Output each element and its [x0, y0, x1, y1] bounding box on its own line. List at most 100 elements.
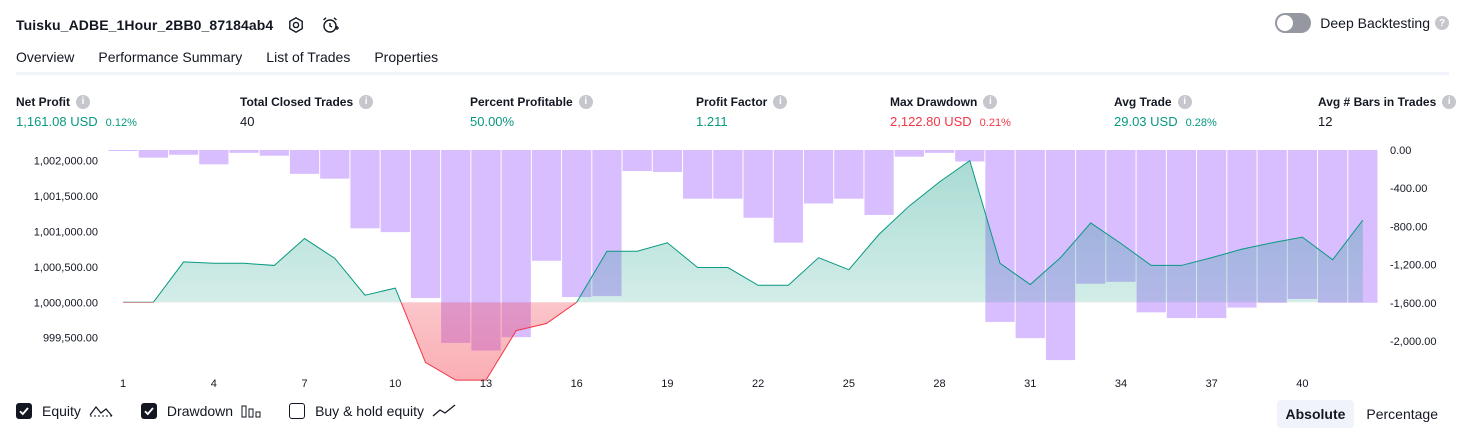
legend-equity-label: Equity	[42, 403, 81, 419]
add-alert-icon[interactable]	[319, 14, 341, 36]
x-axis-tick: 34	[1115, 378, 1127, 390]
info-icon[interactable]: i	[983, 95, 997, 109]
x-axis-tick: 13	[480, 378, 492, 390]
info-icon[interactable]: i	[76, 95, 90, 109]
drawdown-bar	[653, 150, 682, 172]
metric-avg-bars-in-trades: Avg # Bars in Trades i 12	[1318, 93, 1456, 130]
percentage-button[interactable]: Percentage	[1357, 400, 1447, 428]
legend-buy-hold-label: Buy & hold equity	[315, 403, 424, 419]
metric-label: Percent Profitable	[470, 95, 573, 109]
right-axis-tick: -400.00	[1390, 183, 1427, 195]
x-axis-tick: 4	[211, 378, 217, 390]
drawdown-bar	[169, 150, 198, 155]
x-axis-tick: 37	[1206, 378, 1218, 390]
drawdown-bar	[260, 150, 289, 156]
drawdown-bar	[804, 150, 833, 203]
legend-drawdown-label: Drawdown	[167, 403, 233, 419]
info-icon[interactable]: i	[579, 95, 593, 109]
strategy-header: Tuisku_ADBE_1Hour_2BB0_87184ab4	[16, 12, 341, 38]
drawdown-bar	[864, 150, 893, 215]
tab-bar: Overview Performance Summary List of Tra…	[16, 44, 462, 75]
drawdown-bar	[199, 150, 228, 164]
buy-hold-checkbox[interactable]	[289, 403, 305, 419]
info-icon[interactable]: i	[1442, 95, 1456, 109]
absolute-button[interactable]: Absolute	[1277, 400, 1355, 428]
drawdown-bar	[381, 150, 410, 232]
metric-label: Avg Trade	[1114, 95, 1172, 109]
metric-total-closed-trades: Total Closed Trades i 40	[240, 93, 373, 130]
drawdown-bar	[744, 150, 773, 218]
right-axis-tick: -1,200.00	[1390, 260, 1436, 272]
drawdown-bar	[623, 150, 652, 171]
metric-percent: 0.21%	[980, 117, 1011, 129]
drawdown-bar	[532, 150, 561, 261]
x-axis-tick: 16	[571, 378, 583, 390]
drawdown-bar	[683, 150, 712, 199]
left-axis-tick: 1,000,000.00	[34, 297, 98, 309]
metric-net-profit: Net Profit i 1,161.08 USD 0.12%	[16, 93, 137, 130]
drawdown-checkbox[interactable]	[141, 403, 157, 419]
drawdown-bar	[320, 150, 349, 179]
tab-list-of-trades[interactable]: List of Trades	[266, 44, 350, 72]
drawdown-bar	[562, 150, 591, 297]
tab-performance-summary[interactable]: Performance Summary	[98, 44, 242, 72]
drawdown-bar	[139, 150, 168, 158]
scale-mode-switch: Absolute Percentage	[1274, 400, 1448, 428]
metric-label: Avg # Bars in Trades	[1318, 95, 1436, 109]
info-icon[interactable]: i	[359, 95, 373, 109]
strategy-name: Tuisku_ADBE_1Hour_2BB0_87184ab4	[16, 17, 273, 33]
tab-properties[interactable]: Properties	[374, 44, 438, 72]
metric-avg-trade: Avg Trade i 29.03 USD 0.28%	[1114, 93, 1217, 130]
left-axis-tick: 1,001,500.00	[34, 191, 98, 203]
legend-equity[interactable]: Equity	[16, 403, 113, 419]
help-icon[interactable]: ?	[1435, 16, 1449, 30]
info-icon[interactable]: i	[1178, 95, 1192, 109]
metric-label: Net Profit	[16, 95, 70, 109]
drawdown-bar	[229, 150, 258, 153]
metric-value: 50.00%	[470, 114, 514, 129]
drawdown-bar	[774, 150, 803, 243]
drawdown-bar	[895, 150, 924, 157]
buy-hold-line-icon	[432, 404, 456, 418]
x-axis-tick: 28	[933, 378, 945, 390]
equity-checkbox[interactable]	[16, 403, 32, 419]
x-axis-tick: 7	[301, 378, 307, 390]
right-axis-tick: 0.00	[1390, 145, 1411, 157]
deep-backtesting-label: Deep Backtesting	[1320, 15, 1430, 31]
drawdown-bar	[1016, 150, 1045, 338]
drawdown-bar	[834, 150, 863, 199]
metric-value: 1,161.08 USD	[16, 114, 98, 129]
legend-buy-hold[interactable]: Buy & hold equity	[289, 403, 456, 419]
metric-profit-factor: Profit Factor i 1.211	[696, 93, 787, 130]
info-icon[interactable]: i	[773, 95, 787, 109]
metric-value: 29.03 USD	[1114, 114, 1178, 129]
metric-max-drawdown: Max Drawdown i 2,122.80 USD 0.21%	[890, 93, 1011, 130]
left-axis-tick: 1,001,000.00	[34, 226, 98, 238]
drawdown-bar	[955, 150, 984, 161]
drawdown-bar	[109, 150, 138, 151]
x-axis-tick: 10	[389, 378, 401, 390]
x-axis-tick: 31	[1024, 378, 1036, 390]
metric-label: Max Drawdown	[890, 95, 977, 109]
metric-percent: 0.12%	[106, 117, 137, 129]
left-axis-tick: 1,000,500.00	[34, 262, 98, 274]
chart-legend: Equity Drawdown Buy & hold equity	[16, 403, 484, 419]
metric-label: Profit Factor	[696, 95, 767, 109]
drawdown-bar	[290, 150, 319, 174]
right-axis-tick: -800.00	[1390, 221, 1427, 233]
drawdown-bar	[350, 150, 379, 228]
left-axis-tick: 999,500.00	[43, 333, 98, 345]
settings-icon[interactable]	[285, 14, 307, 36]
tab-overview[interactable]: Overview	[16, 44, 74, 75]
metric-value: 2,122.80 USD	[890, 114, 972, 129]
x-axis-tick: 1	[120, 378, 126, 390]
drawdown-bar	[411, 150, 440, 298]
deep-backtesting-toggle[interactable]	[1275, 13, 1311, 33]
metric-value: 1.211	[696, 114, 728, 129]
right-axis-tick: -2,000.00	[1390, 336, 1436, 348]
drawdown-bars-icon	[241, 404, 261, 418]
metric-value: 40	[240, 114, 254, 129]
x-axis-tick: 40	[1296, 378, 1308, 390]
deep-backtesting: Deep Backtesting ?	[1275, 13, 1449, 33]
legend-drawdown[interactable]: Drawdown	[141, 403, 261, 419]
